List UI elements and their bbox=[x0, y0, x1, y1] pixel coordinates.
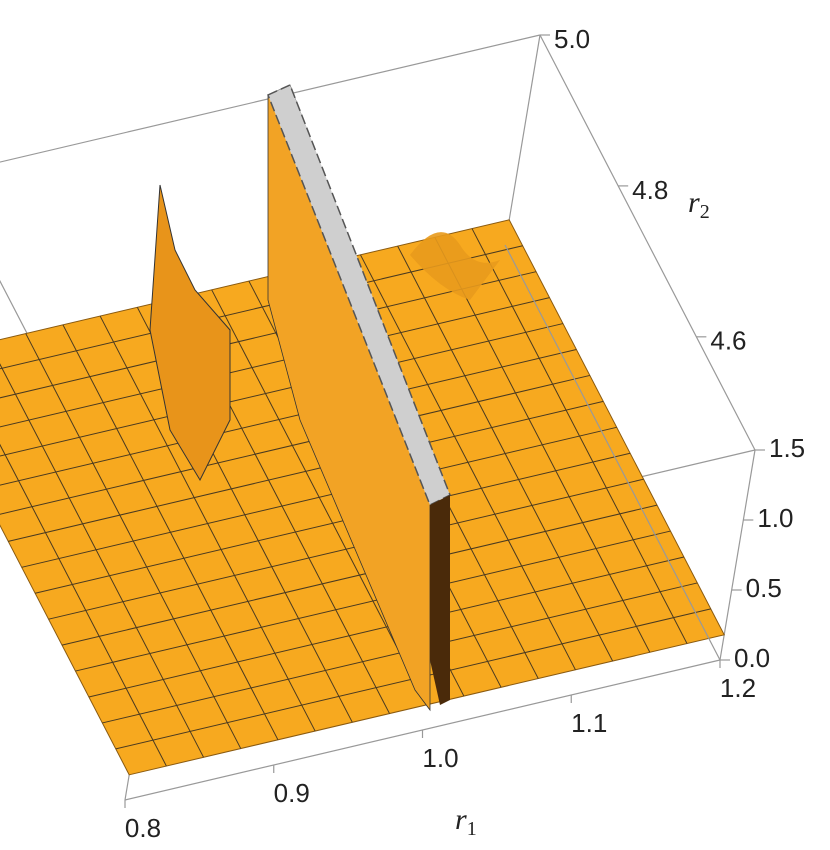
surface-mesh bbox=[0, 349, 577, 486]
tick-label: 0.5 bbox=[746, 573, 782, 603]
surface-mesh bbox=[0, 374, 590, 515]
tick-label: 1.1 bbox=[571, 708, 607, 738]
surface-mesh bbox=[360, 254, 576, 671]
surface-mesh bbox=[0, 297, 550, 428]
tick-label: 1.2 bbox=[720, 673, 756, 703]
box-edge bbox=[504, 34, 541, 246]
tick-label: 0.0 bbox=[734, 643, 770, 673]
tick-label: 1.5 bbox=[769, 433, 805, 463]
y-axis-label: r2 bbox=[688, 186, 710, 223]
box-edge bbox=[719, 449, 756, 661]
surface-mesh bbox=[0, 323, 564, 457]
tick-label: 4.8 bbox=[632, 175, 668, 205]
tick-label: 5.0 bbox=[554, 24, 590, 54]
box-edge bbox=[539, 34, 756, 451]
surface-mesh bbox=[8, 400, 604, 542]
surface-mesh bbox=[21, 426, 617, 568]
tick-label: 1.0 bbox=[422, 743, 458, 773]
ridges bbox=[149, 83, 500, 712]
surface-mesh bbox=[0, 271, 537, 399]
tick-label: 0.8 bbox=[125, 813, 161, 843]
surface-mesh bbox=[434, 237, 651, 653]
tick-label: 4.6 bbox=[710, 326, 746, 356]
surface-mesh bbox=[397, 245, 614, 662]
axis-label-sub: 1 bbox=[467, 818, 477, 840]
tick-label: 1.0 bbox=[757, 503, 793, 533]
box-edge bbox=[504, 244, 721, 661]
box-edge bbox=[0, 34, 541, 163]
x-axis-label: r1 bbox=[455, 803, 477, 840]
tick-label: 0.9 bbox=[274, 778, 310, 808]
axis-label-sub: 2 bbox=[700, 201, 710, 223]
axis-label-base: r bbox=[688, 186, 700, 219]
axis-label-base: r bbox=[455, 803, 467, 836]
surface-mesh bbox=[471, 228, 688, 644]
